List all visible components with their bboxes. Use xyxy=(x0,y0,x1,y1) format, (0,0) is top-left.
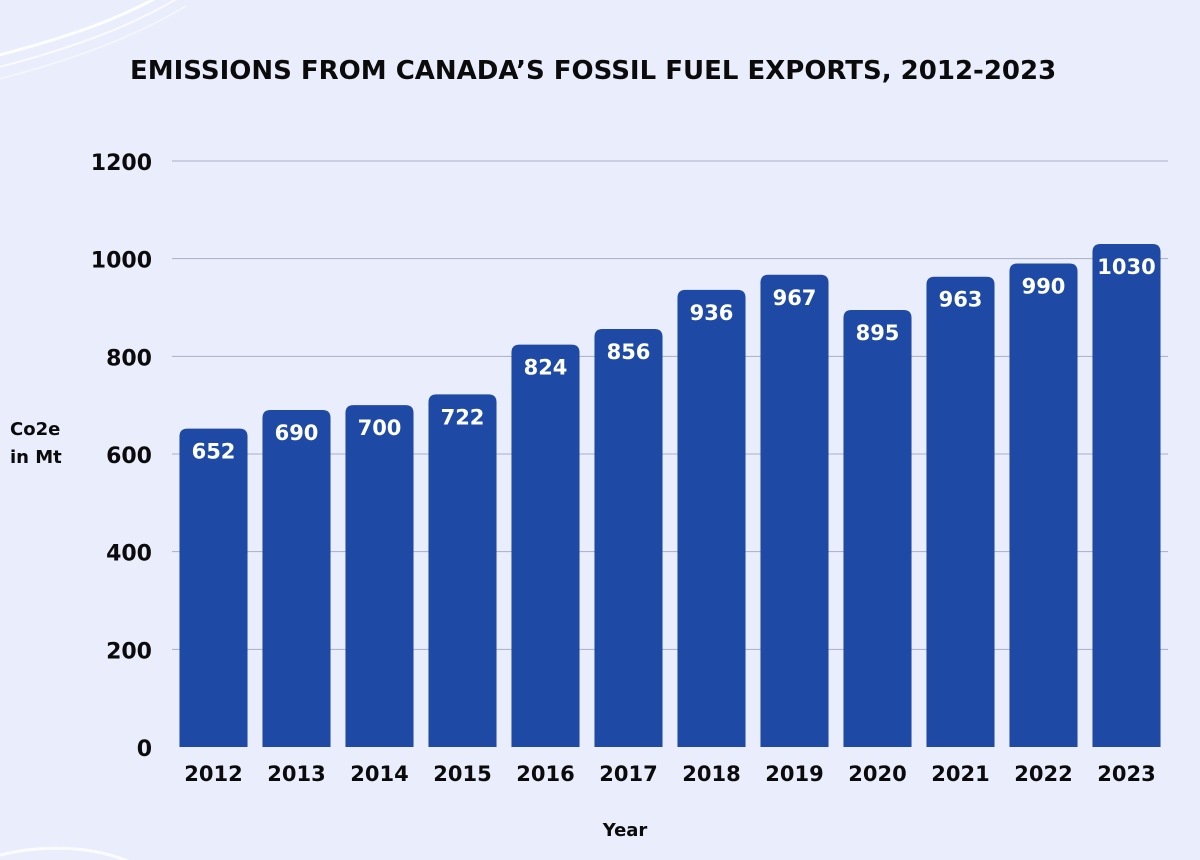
y-tick-label-1200: 1200 xyxy=(91,151,152,176)
bar-2018 xyxy=(677,289,746,747)
bar-value-label-2021: 963 xyxy=(939,288,983,312)
bars xyxy=(179,244,1161,747)
bar-2012 xyxy=(179,428,248,747)
y-axis-label-line-1: Co2e xyxy=(10,419,61,440)
x-tick-label-2023: 2023 xyxy=(1097,762,1155,786)
bar-2020 xyxy=(843,309,912,747)
y-axis-ticks: 0 200 400 600 800 1000 1200 xyxy=(91,151,152,762)
bar-value-labels: 652 690 700 722 824 856 936 967 895 963 990 1030 xyxy=(192,255,1156,464)
x-axis-label: Year xyxy=(602,820,648,841)
y-axis-label-line-2: in Mt xyxy=(10,447,62,468)
y-tick-label-0: 0 xyxy=(137,737,152,762)
y-tick-label-1000: 1000 xyxy=(91,249,152,274)
x-tick-label-2013: 2013 xyxy=(267,762,325,786)
grid-lines xyxy=(172,160,1168,650)
x-tick-label-2022: 2022 xyxy=(1014,762,1072,786)
chart-title: EMISSIONS FROM CANADA’S FOSSIL FUEL EXPO… xyxy=(130,56,1057,86)
bar-value-label-2016: 824 xyxy=(524,356,568,380)
x-tick-label-2017: 2017 xyxy=(599,762,657,786)
x-tick-label-2019: 2019 xyxy=(765,762,823,786)
bar-2017 xyxy=(594,328,663,747)
y-tick-label-400: 400 xyxy=(106,542,152,567)
x-tick-label-2018: 2018 xyxy=(682,762,740,786)
bar-value-label-2020: 895 xyxy=(856,321,900,345)
x-tick-label-2015: 2015 xyxy=(433,762,491,786)
x-tick-label-2021: 2021 xyxy=(931,762,989,786)
x-tick-label-2012: 2012 xyxy=(184,762,242,786)
bar-value-label-2012: 652 xyxy=(192,440,236,464)
bar-2016 xyxy=(511,344,580,747)
bar-2014 xyxy=(345,405,414,747)
bar-value-label-2015: 722 xyxy=(441,405,485,429)
y-tick-label-200: 200 xyxy=(106,639,152,664)
bar-2021 xyxy=(926,276,995,747)
bar-2015 xyxy=(428,394,497,747)
bar-2022 xyxy=(1009,263,1078,747)
y-axis-label: Co2e in Mt xyxy=(10,416,80,472)
bar-2019 xyxy=(760,274,829,747)
bar-value-label-2013: 690 xyxy=(275,421,319,445)
y-tick-label-600: 600 xyxy=(106,444,152,469)
bar-2023 xyxy=(1092,244,1161,747)
y-tick-label-800: 800 xyxy=(106,346,152,371)
x-tick-label-2020: 2020 xyxy=(848,762,906,786)
bar-value-label-2014: 700 xyxy=(358,416,402,440)
bar-value-label-2023: 1030 xyxy=(1097,255,1155,279)
x-axis-ticks: 2012 2013 2014 2015 2016 2017 2018 2019 2020 2021… xyxy=(184,762,1155,786)
bar-2013 xyxy=(262,410,331,747)
background-swoosh-decoration xyxy=(0,0,187,860)
bar-value-label-2017: 856 xyxy=(607,340,651,364)
x-tick-label-2016: 2016 xyxy=(516,762,574,786)
bar-value-label-2018: 936 xyxy=(690,301,734,325)
bar-value-label-2019: 967 xyxy=(773,286,817,310)
x-tick-label-2014: 2014 xyxy=(350,762,408,786)
bar-value-label-2022: 990 xyxy=(1022,275,1066,299)
